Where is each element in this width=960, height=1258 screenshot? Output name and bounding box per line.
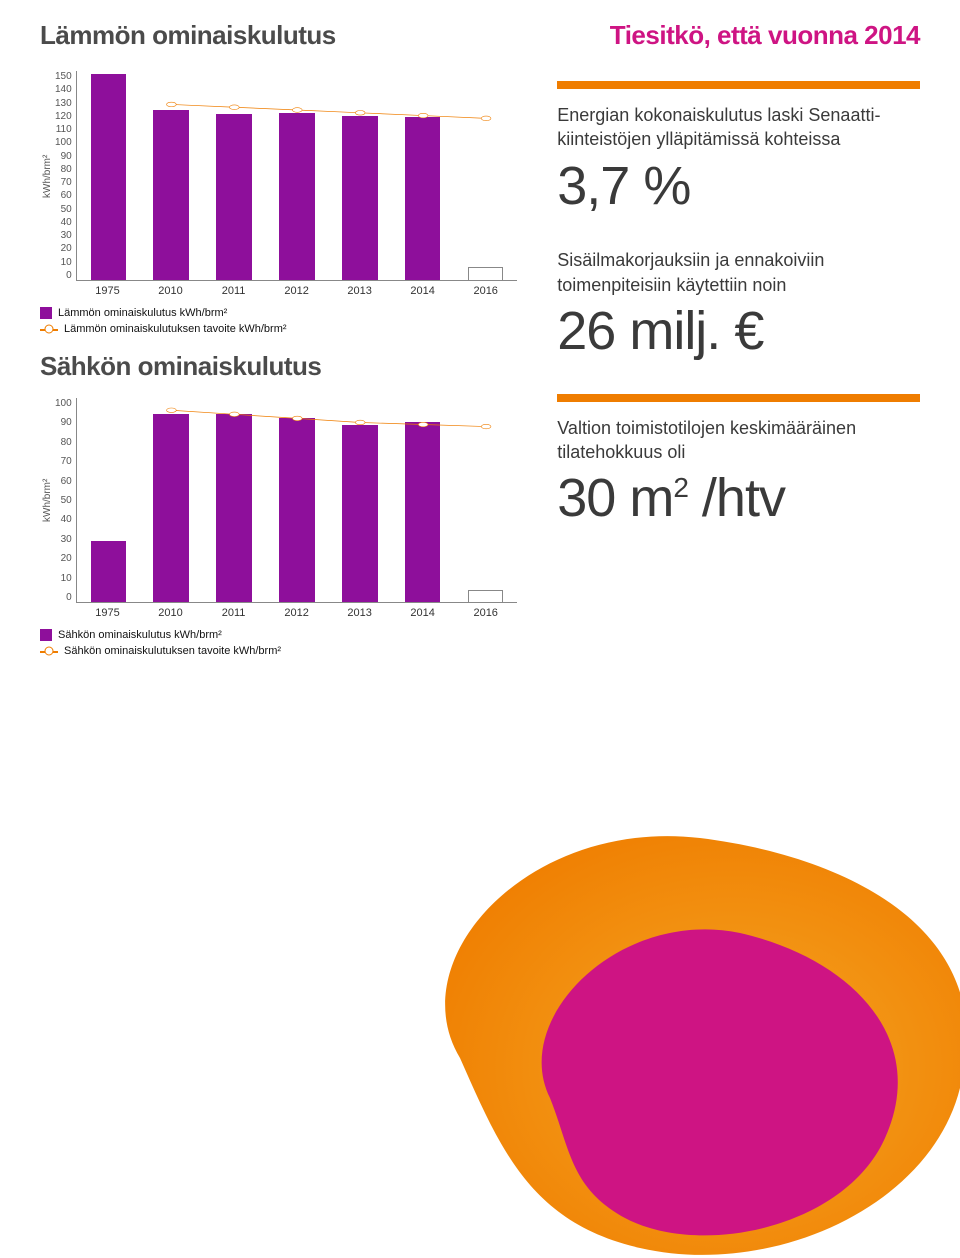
xlabel-2012: 2012 [265, 285, 328, 297]
fact-2-big: 26 milj. € [557, 303, 920, 360]
section2-title: Sähkön ominaiskulutus [40, 351, 517, 382]
fact-2: Sisäilmakorjauksiin ja ennakoiviin toime… [557, 238, 920, 383]
xlabel-2014: 2014 [391, 285, 454, 297]
xlabel-2010: 2010 [139, 607, 202, 619]
fact-1-big: 3,7 % [557, 158, 920, 215]
legend-swatch-line [40, 645, 58, 657]
fact-3-rule [557, 394, 920, 402]
xlabel-1975: 1975 [76, 285, 139, 297]
elec-chart-plot [76, 398, 518, 603]
xlabel-2011: 2011 [202, 285, 265, 297]
title-left: Lämmön ominaiskulutus [40, 20, 336, 51]
elec-chart-xaxis: 1975201020112012201320142016 [76, 607, 517, 619]
columns: kWh/brm² 1501401301201101009080706050403… [40, 71, 920, 671]
fact-3-text: Valtion toimistotilojen keski­määräinen … [557, 416, 920, 465]
legend-label-line: Lämmön ominaiskulutuksen tavoite kWh/brm… [64, 323, 287, 335]
xlabel-2013: 2013 [328, 285, 391, 297]
xlabel-1975: 1975 [76, 607, 139, 619]
title-right: Tiesitkö, että vuonna 2014 [610, 20, 920, 51]
legend-swatch-bar [40, 629, 52, 641]
xlabel-2016: 2016 [454, 285, 517, 297]
heat-chart-xaxis: 1975201020112012201320142016 [76, 285, 517, 297]
xlabel-2016: 2016 [454, 607, 517, 619]
legend-label-line: Sähkön ominaiskulutuksen tavoite kWh/brm… [64, 645, 281, 657]
fact-2-text: Sisäilmakorjauksiin ja ennakoiviin toime… [557, 248, 920, 297]
fact-1-rule [557, 81, 920, 89]
heat-chart-yaxis: 1501401301201101009080706050403020100 [55, 71, 76, 281]
fact-3-big: 30 m2 /htv [557, 470, 920, 527]
heat-chart: kWh/brm² 1501401301201101009080706050403… [40, 71, 517, 337]
left-column: kWh/brm² 1501401301201101009080706050403… [40, 71, 517, 671]
elec-chart-yaxis: 1009080706050403020100 [55, 398, 76, 603]
right-column: Energian kokonaiskulutus laski Senaatti-… [557, 71, 920, 671]
legend-swatch-line [40, 323, 58, 335]
heat-chart-legend: Lämmön ominaiskulutus kWh/brm² Lämmön om… [40, 305, 517, 337]
elec-chart-ylabel: kWh/brm² [40, 398, 55, 603]
fact-3: Valtion toimistotilojen keski­määräinen … [557, 384, 920, 551]
elec-chart-legend: Sähkön ominaiskulutus kWh/brm² Sähkön om… [40, 627, 517, 659]
legend-swatch-bar [40, 307, 52, 319]
xlabel-2011: 2011 [202, 607, 265, 619]
page: Lämmön ominaiskulutus Tiesitkö, että vuo… [0, 0, 960, 1218]
legend-label-bar: Lämmön ominaiskulutus kWh/brm² [58, 307, 227, 319]
xlabel-2010: 2010 [139, 285, 202, 297]
fact-1-text: Energian kokonaiskulutus laski Senaatti-… [557, 103, 920, 152]
xlabel-2014: 2014 [391, 607, 454, 619]
legend-label-bar: Sähkön ominaiskulutus kWh/brm² [58, 629, 222, 641]
xlabel-2012: 2012 [265, 607, 328, 619]
heat-chart-ylabel: kWh/brm² [40, 71, 55, 281]
decorative-blob [340, 758, 960, 1258]
elec-chart: kWh/brm² 1009080706050403020100 19752010… [40, 398, 517, 659]
top-title-row: Lämmön ominaiskulutus Tiesitkö, että vuo… [40, 20, 920, 51]
heat-chart-plot [76, 71, 518, 281]
xlabel-2013: 2013 [328, 607, 391, 619]
fact-1: Energian kokonaiskulutus laski Senaatti-… [557, 71, 920, 238]
